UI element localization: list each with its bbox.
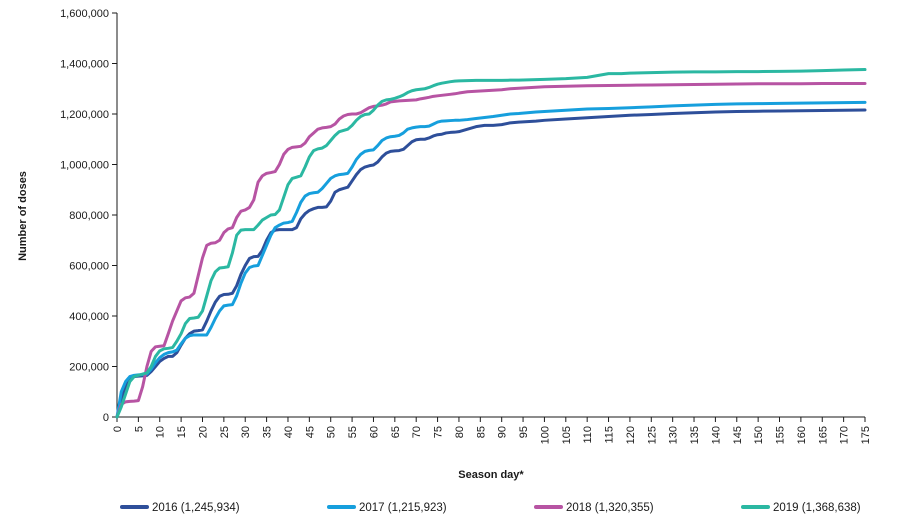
x-tick-label: 100 [539,426,551,444]
x-tick-label: 165 [817,426,829,444]
x-tick-label: 120 [625,426,637,444]
x-tick-label: 150 [753,426,765,444]
series-line-1 [115,108,867,419]
x-tick-label: 110 [582,426,594,444]
x-tick-label: 15 [176,426,188,438]
x-tick-label: 160 [796,426,808,444]
x-tick-label: 140 [710,426,722,444]
y-axis-title: Number of doses [17,171,29,261]
y-tick-label: 1,600,000 [60,8,109,20]
x-tick-label: 95 [518,426,530,438]
series-line-2 [115,100,867,419]
x-tick-label: 25 [219,426,231,438]
series-line-3 [115,81,867,419]
legend-label: 2018 (1,320,355) [566,502,654,514]
x-tick-label: 10 [155,426,167,438]
y-tick-label: 1,000,000 [60,160,109,172]
y-tick-label: 1,200,000 [60,109,109,121]
legend-label: 2019 (1,368,638) [773,502,861,514]
x-tick-label: 135 [689,426,701,444]
x-tick-label: 75 [433,426,445,438]
x-tick-label: 90 [497,426,509,438]
x-tick-label: 5 [133,426,145,432]
series-line-4 [115,68,867,419]
x-tick-label: 175 [860,426,872,444]
x-tick-label: 30 [240,426,252,438]
x-tick-label: 85 [475,426,487,438]
x-tick-label: 80 [454,426,466,438]
x-tick-label: 40 [283,426,295,438]
y-tick-label: 600,000 [69,261,109,273]
legend-label: 2016 (1,245,934) [152,502,240,514]
x-tick-label: 125 [646,426,658,444]
y-tick-label: 800,000 [69,210,109,222]
x-tick-label: 130 [668,426,680,444]
x-tick-label: 60 [368,426,380,438]
x-tick-label: 145 [732,426,744,444]
x-tick-label: 0 [112,426,124,432]
x-tick-label: 45 [304,426,316,438]
legend: 2016 (1,245,934) 2017 (1,215,923) 2018 (1,… [120,502,861,514]
axes: 0 200,000 400,000 600,000 800,000 1,000,000 1,… [60,8,872,444]
y-tick-label: 1,400,000 [60,59,109,71]
x-tick-label: 35 [262,426,274,438]
y-tick-label: 0 [103,412,109,424]
x-tick-label: 105 [561,426,573,444]
x-tick-label: 155 [775,426,787,444]
x-tick-label: 65 [390,426,402,438]
x-axis-title: Season day* [458,469,524,481]
x-tick-label: 70 [411,426,423,438]
legend-label: 2017 (1,215,923) [359,502,447,514]
x-tick-label: 115 [604,426,616,444]
x-tick-label: 170 [839,426,851,444]
x-tick-label: 50 [326,426,338,438]
x-tick-label: 20 [197,426,209,438]
y-tick-label: 200,000 [69,362,109,374]
series-lines [115,68,867,419]
y-tick-label: 400,000 [69,311,109,323]
x-tick-label: 55 [347,426,359,438]
